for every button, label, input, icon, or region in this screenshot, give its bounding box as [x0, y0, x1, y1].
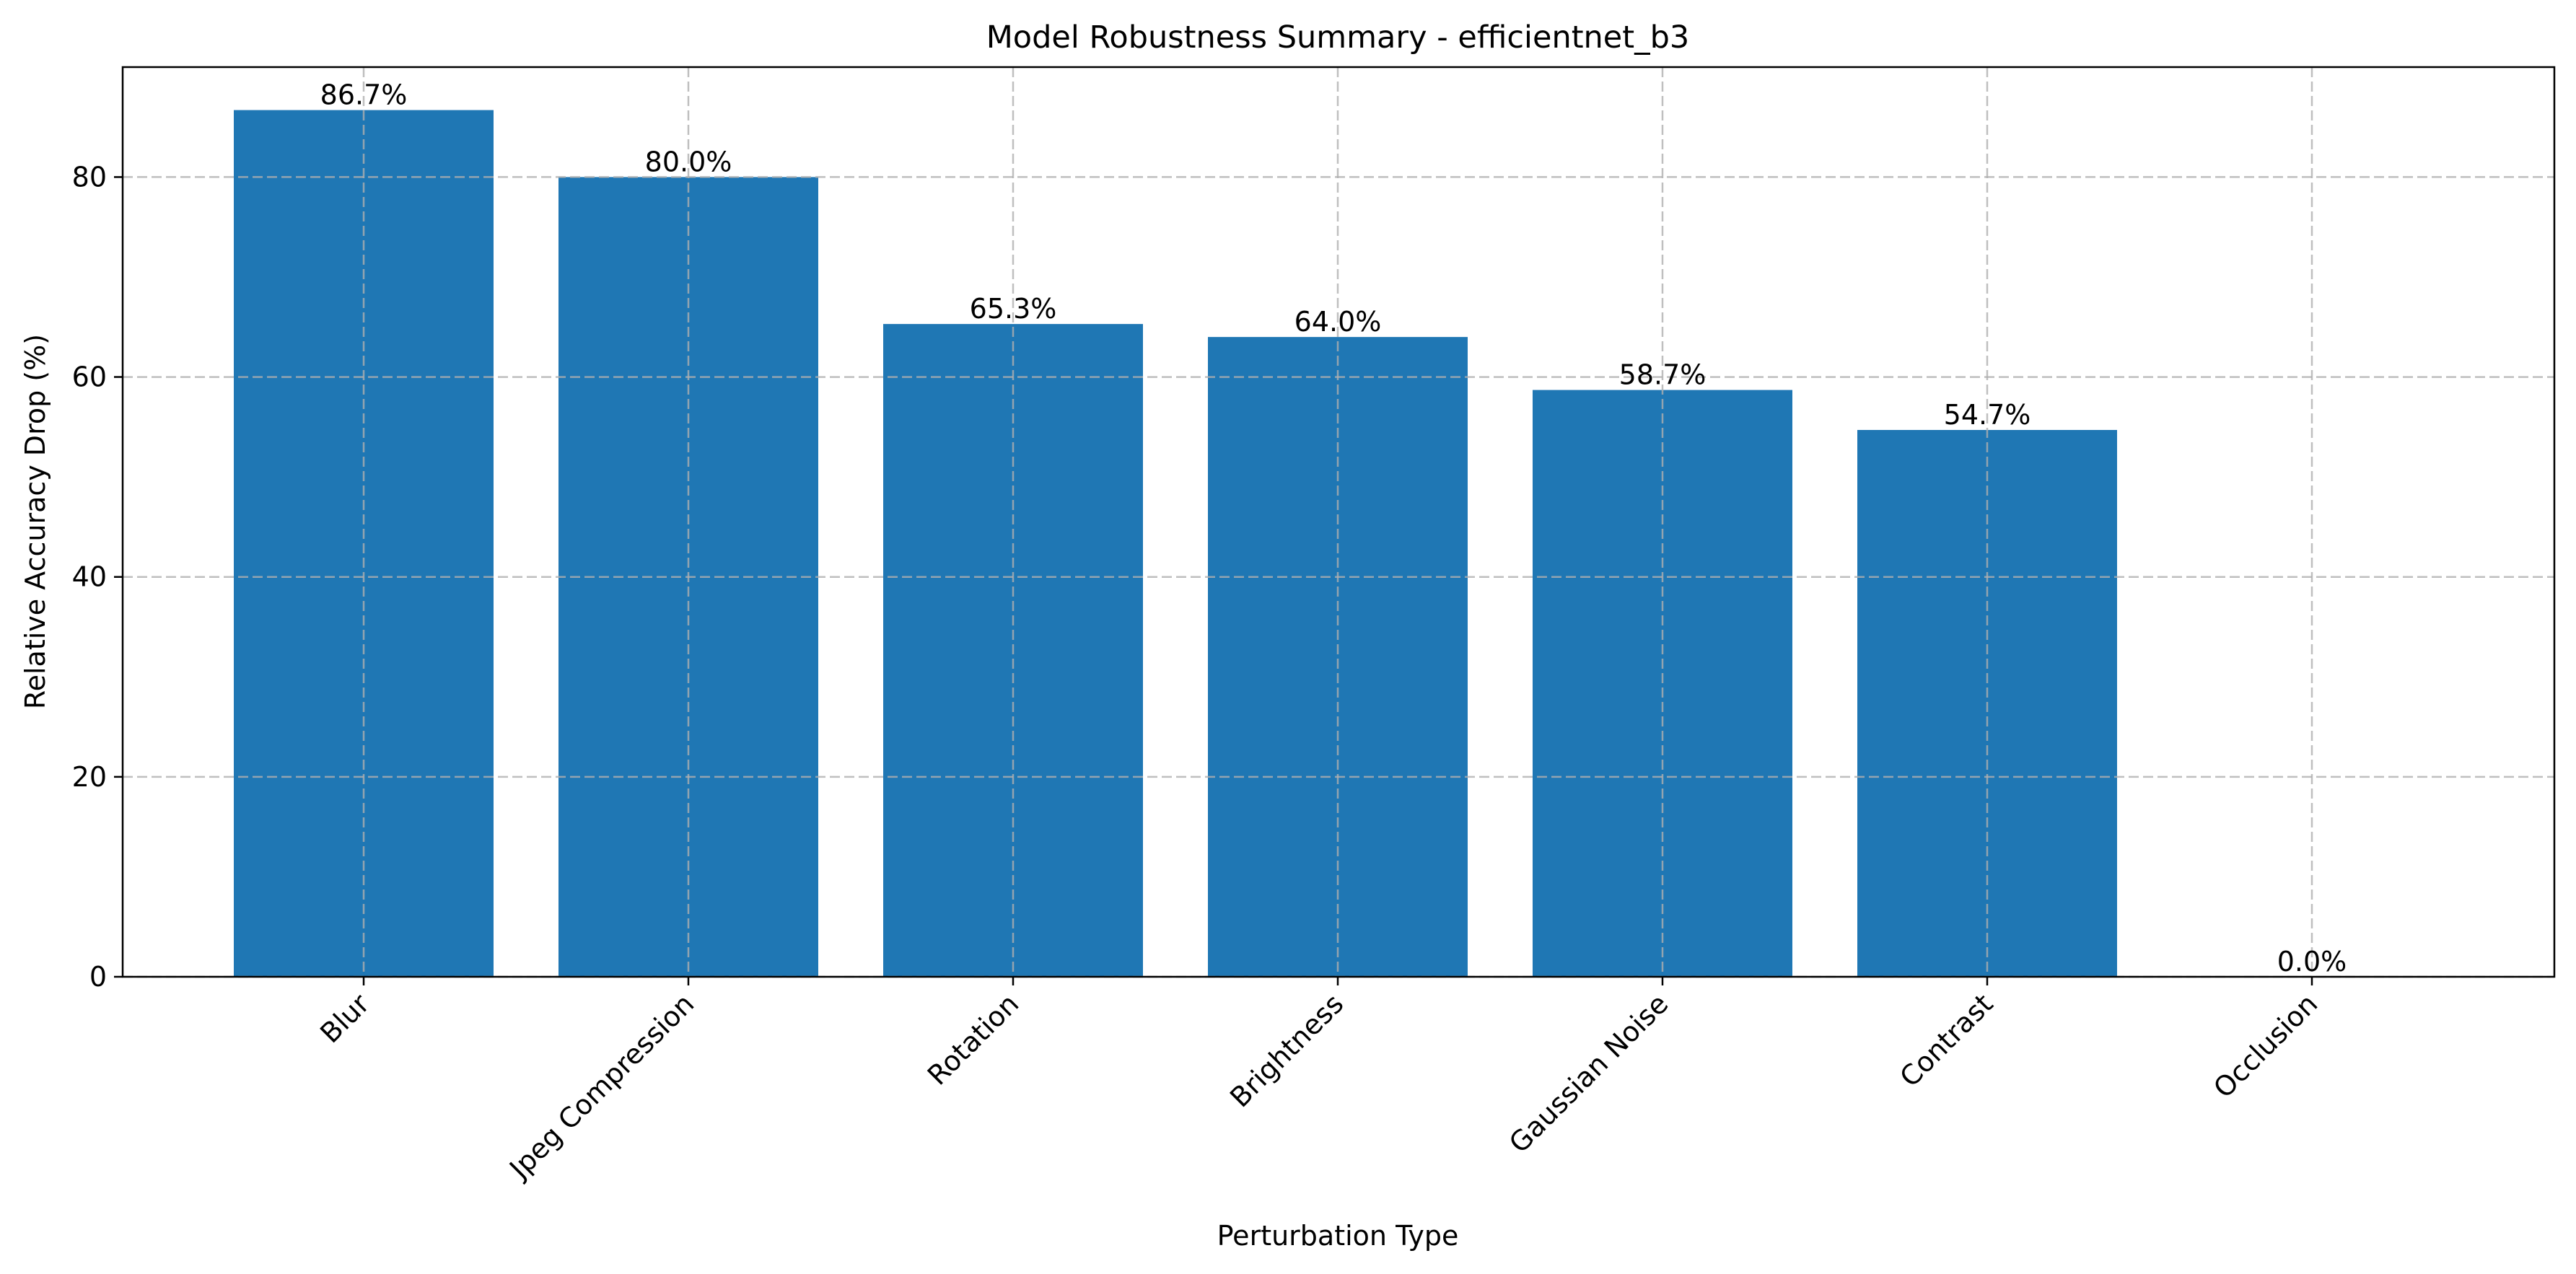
data-label-1: 80.0%	[645, 146, 732, 177]
y-tick-label-4: 80	[72, 161, 107, 193]
y-axis: 0 20 40 60 80	[72, 161, 123, 993]
y-tick-label-3: 60	[72, 361, 107, 393]
data-label-2: 65.3%	[970, 293, 1057, 325]
chart-title: Model Robustness Summary - efficientnet_…	[986, 19, 1690, 56]
data-label-6: 0.0%	[2277, 946, 2347, 978]
x-axis-label: Perturbation Type	[1217, 1220, 1459, 1252]
data-label-0: 86.7%	[320, 79, 408, 111]
data-label-4: 58.7%	[1619, 359, 1707, 391]
y-axis-label: Relative Accuracy Drop (%)	[19, 334, 51, 709]
y-tick-label-2: 40	[72, 561, 107, 593]
y-tick-label-1: 20	[72, 761, 107, 793]
data-label-3: 64.0%	[1294, 306, 1382, 338]
data-labels: 86.7% 80.0% 65.3% 64.0% 58.7% 54.7% 0.0%	[320, 79, 2347, 978]
y-tick-label-0: 0	[89, 961, 107, 993]
data-label-5: 54.7%	[1944, 399, 2031, 431]
